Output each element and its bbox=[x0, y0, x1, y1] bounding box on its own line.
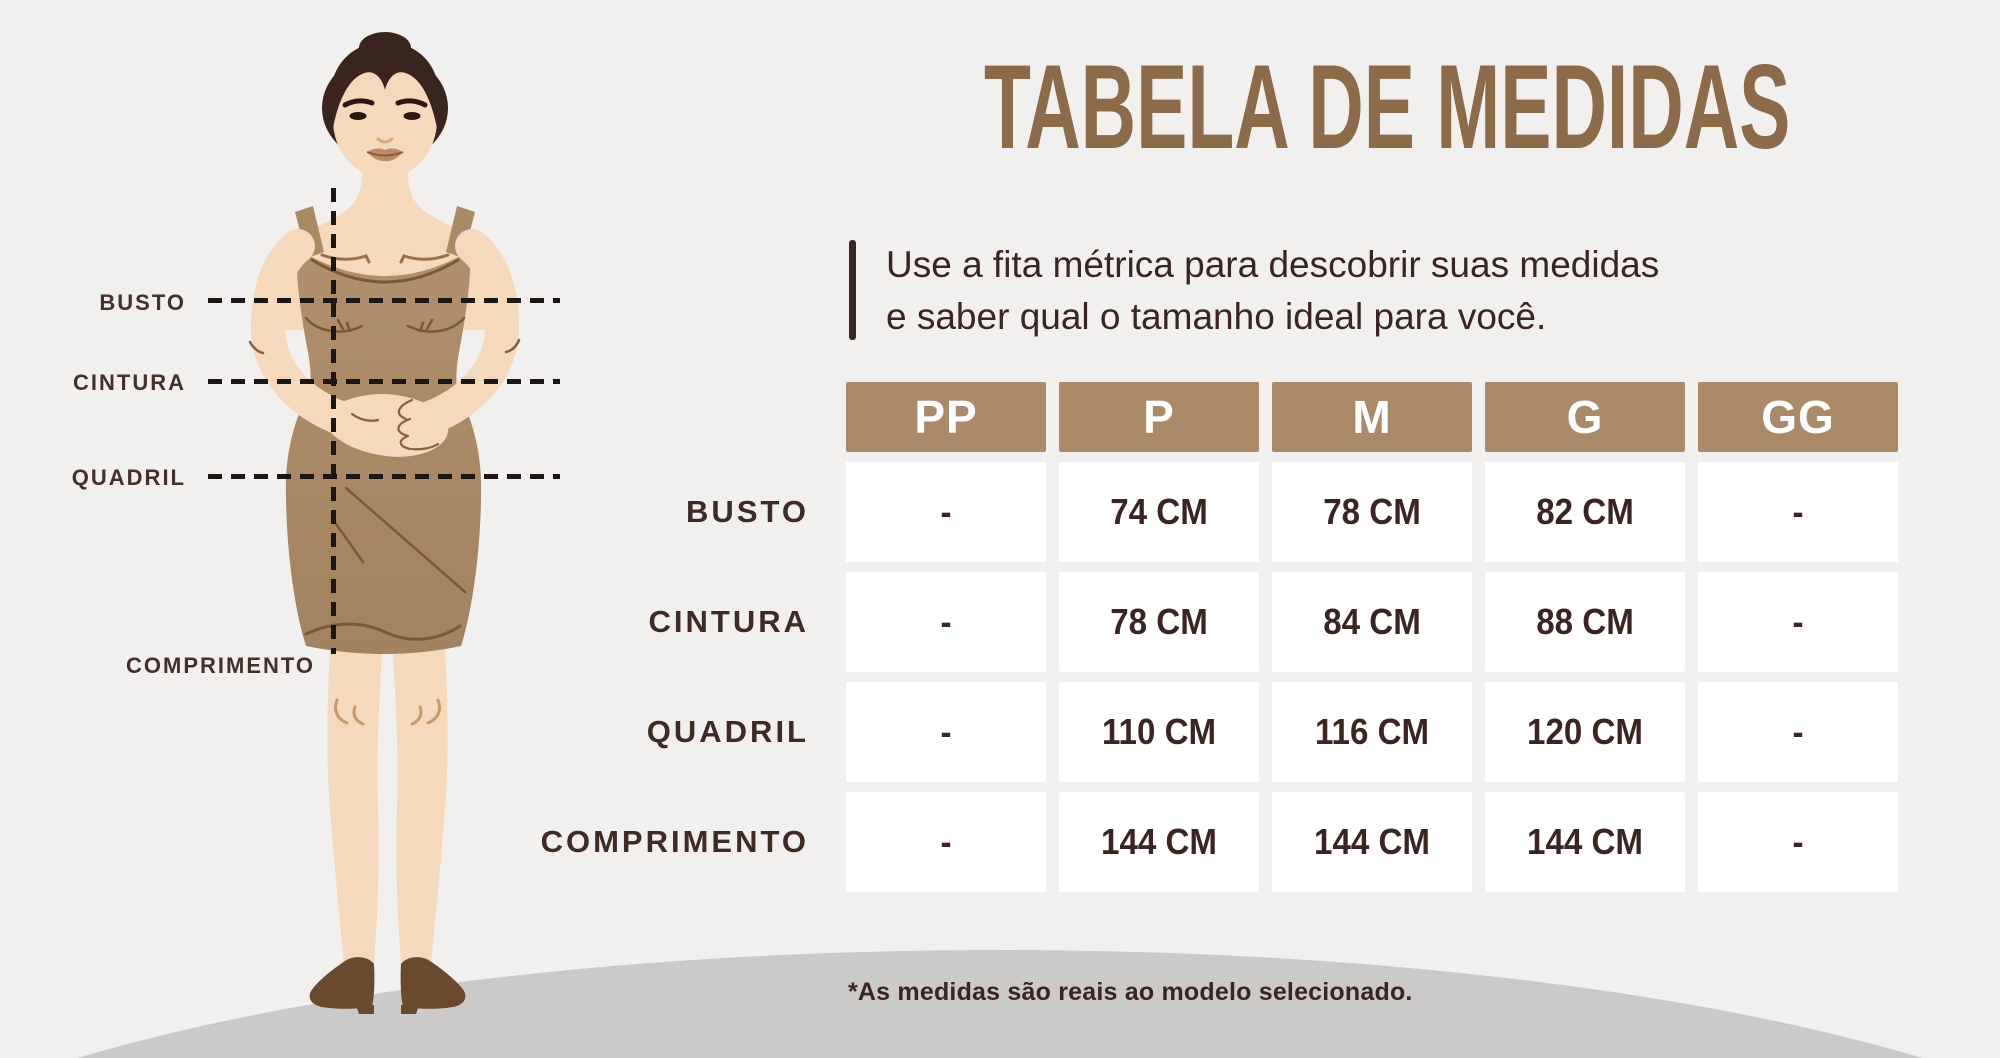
table-cell: - bbox=[1698, 572, 1898, 672]
eyebrows bbox=[342, 98, 428, 108]
table-cell: 120 CM bbox=[1485, 682, 1685, 782]
row-label-comprimento: COMPRIMENTO bbox=[540, 824, 809, 859]
table-cell: - bbox=[1698, 792, 1898, 892]
figure-label-quadril: QUADRIL bbox=[71, 465, 186, 490]
table-cell: 116 CM bbox=[1272, 682, 1472, 782]
elbow-creases bbox=[248, 338, 521, 355]
intro-text: Use a fita métrica para descobrir suas m… bbox=[886, 239, 1659, 343]
intro-accent-bar bbox=[849, 240, 856, 340]
intro-line-1: Use a fita métrica para descobrir suas m… bbox=[886, 244, 1660, 285]
table-cell: 144 CM bbox=[1485, 792, 1685, 892]
figure-label-busto: BUSTO bbox=[99, 290, 186, 315]
table-cell: 144 CM bbox=[1272, 792, 1472, 892]
table-cell: - bbox=[1698, 682, 1898, 782]
face bbox=[329, 42, 441, 178]
column-header-g: G bbox=[1485, 382, 1685, 452]
shoes bbox=[309, 957, 466, 1014]
dress-detail-lines bbox=[304, 258, 467, 641]
column-header-m: M bbox=[1272, 382, 1472, 452]
knee-creases bbox=[333, 698, 442, 726]
lips bbox=[366, 148, 404, 162]
column-header-pp: PP bbox=[846, 382, 1046, 452]
comprimento-guide-line bbox=[331, 188, 336, 654]
legs bbox=[327, 620, 448, 975]
intro-line-2: e saber qual o tamanho ideal para você. bbox=[886, 296, 1547, 337]
table-cell: - bbox=[1698, 462, 1898, 562]
column-header-gg: GG bbox=[1698, 382, 1898, 452]
table-cell: - bbox=[846, 462, 1046, 562]
page-title: TABELA DE MEDIDAS bbox=[984, 40, 1791, 174]
column-header-p: P bbox=[1059, 382, 1259, 452]
arms bbox=[248, 229, 521, 443]
table-corner-spacer bbox=[575, 382, 833, 452]
table-cell: - bbox=[846, 792, 1046, 892]
hair-front bbox=[329, 42, 441, 128]
table-cell: - bbox=[846, 682, 1046, 782]
figure-label-comprimento: COMPRIMENTO bbox=[126, 653, 316, 678]
busto-guide-line bbox=[208, 298, 560, 303]
nose bbox=[376, 137, 394, 144]
row-label-cintura: CINTURA bbox=[648, 604, 809, 639]
size-table: PP P M G GG BUSTO - 74 CM 78 CM 82 CM - … bbox=[540, 382, 1898, 892]
eyes bbox=[349, 112, 421, 120]
finger-lines bbox=[350, 398, 440, 451]
table-cell: 82 CM bbox=[1485, 462, 1685, 562]
footnote: *As medidas são reais ao modelo selecion… bbox=[848, 978, 1413, 1006]
cintura-guide-line bbox=[208, 379, 560, 384]
table-cell: 88 CM bbox=[1485, 572, 1685, 672]
table-cell: 78 CM bbox=[1059, 572, 1259, 672]
table-cell: - bbox=[846, 572, 1046, 672]
table-cell: 74 CM bbox=[1059, 462, 1259, 562]
hands bbox=[320, 394, 449, 457]
table-cell: 78 CM bbox=[1272, 462, 1472, 562]
table-cell: 110 CM bbox=[1059, 682, 1259, 782]
row-label-quadril: QUADRIL bbox=[646, 714, 809, 749]
figure-label-cintura: CINTURA bbox=[73, 370, 186, 395]
row-label-busto: BUSTO bbox=[686, 494, 809, 529]
table-cell: 144 CM bbox=[1059, 792, 1259, 892]
collarbone-lines bbox=[320, 253, 450, 264]
quadril-guide-line bbox=[208, 474, 560, 479]
table-cell: 84 CM bbox=[1272, 572, 1472, 672]
